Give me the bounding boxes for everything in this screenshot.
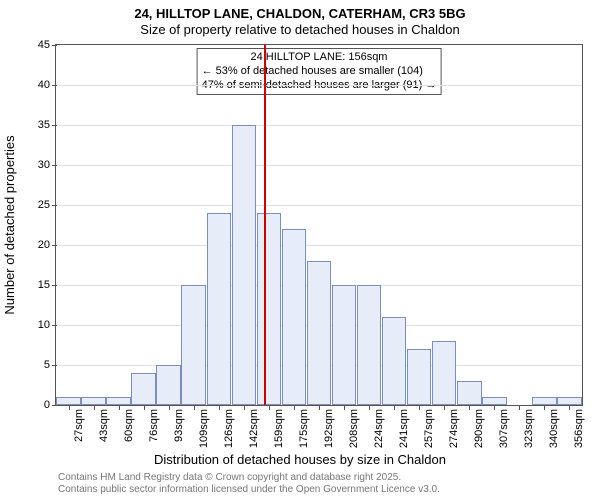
x-tick-label: 356sqm bbox=[573, 409, 585, 448]
histogram-bar bbox=[232, 125, 257, 405]
x-tick-label: 126sqm bbox=[223, 409, 235, 448]
x-tick-label: 76sqm bbox=[148, 409, 160, 442]
histogram-bar bbox=[557, 397, 582, 405]
gridline bbox=[56, 245, 582, 246]
x-tick-mark bbox=[344, 405, 345, 410]
x-tick-mark bbox=[469, 405, 470, 410]
x-tick-label: 43sqm bbox=[98, 409, 110, 442]
y-tick-label: 5 bbox=[44, 359, 56, 371]
gridline bbox=[56, 165, 582, 166]
annotation-line2: ← 53% of detached houses are smaller (10… bbox=[202, 65, 437, 79]
x-tick-mark bbox=[194, 405, 195, 410]
x-tick-mark bbox=[394, 405, 395, 410]
attribution: Contains HM Land Registry data © Crown c… bbox=[58, 472, 440, 496]
histogram-bar bbox=[257, 213, 282, 405]
y-axis-label: Number of detached properties bbox=[2, 135, 17, 314]
histogram-bar bbox=[357, 285, 382, 405]
property-marker-line bbox=[264, 45, 266, 405]
x-tick-mark bbox=[269, 405, 270, 410]
gridline bbox=[56, 205, 582, 206]
x-tick-mark bbox=[294, 405, 295, 410]
x-tick-mark bbox=[244, 405, 245, 410]
x-tick-mark bbox=[419, 405, 420, 410]
y-tick-label: 0 bbox=[44, 399, 56, 411]
histogram-bar bbox=[332, 285, 357, 405]
y-tick-label: 30 bbox=[38, 159, 56, 171]
y-tick-label: 35 bbox=[38, 119, 56, 131]
chart-container: 24, HILLTOP LANE, CHALDON, CATERHAM, CR3… bbox=[0, 0, 600, 500]
histogram-bar bbox=[482, 397, 507, 405]
annotation-line1: 24 HILLTOP LANE: 156sqm bbox=[202, 51, 437, 65]
chart-subtitle: Size of property relative to detached ho… bbox=[0, 22, 600, 38]
x-tick-mark bbox=[494, 405, 495, 410]
x-tick-mark bbox=[319, 405, 320, 410]
x-tick-label: 257sqm bbox=[423, 409, 435, 448]
x-tick-mark bbox=[519, 405, 520, 410]
gridline bbox=[56, 85, 582, 86]
histogram-bar bbox=[382, 317, 407, 405]
x-axis-label: Distribution of detached houses by size … bbox=[0, 452, 600, 467]
x-tick-mark bbox=[219, 405, 220, 410]
histogram-bar bbox=[282, 229, 307, 405]
histogram-bar bbox=[457, 381, 482, 405]
y-tick-label: 10 bbox=[38, 319, 56, 331]
y-tick-label: 15 bbox=[38, 279, 56, 291]
x-tick-mark bbox=[169, 405, 170, 410]
y-tick-label: 25 bbox=[38, 199, 56, 211]
histogram-bar bbox=[106, 397, 131, 405]
histogram-bar bbox=[81, 397, 106, 405]
x-tick-mark bbox=[69, 405, 70, 410]
x-tick-label: 340sqm bbox=[548, 409, 560, 448]
x-tick-label: 93sqm bbox=[173, 409, 185, 442]
histogram-bar bbox=[307, 261, 332, 405]
attribution-line2: Contains public sector information licen… bbox=[58, 484, 440, 496]
x-tick-mark bbox=[94, 405, 95, 410]
x-tick-label: 142sqm bbox=[248, 409, 260, 448]
histogram-bar bbox=[407, 349, 432, 405]
x-tick-mark bbox=[119, 405, 120, 410]
x-tick-label: 60sqm bbox=[123, 409, 135, 442]
histogram-bar bbox=[432, 341, 457, 405]
x-tick-label: 27sqm bbox=[73, 409, 85, 442]
x-tick-label: 208sqm bbox=[348, 409, 360, 448]
x-tick-label: 241sqm bbox=[398, 409, 410, 448]
histogram-bar bbox=[56, 397, 81, 405]
x-tick-label: 290sqm bbox=[473, 409, 485, 448]
x-tick-mark bbox=[569, 405, 570, 410]
x-tick-mark bbox=[544, 405, 545, 410]
x-tick-label: 224sqm bbox=[373, 409, 385, 448]
x-tick-mark bbox=[144, 405, 145, 410]
x-tick-label: 307sqm bbox=[498, 409, 510, 448]
histogram-bar bbox=[156, 365, 181, 405]
histogram-bar bbox=[131, 373, 156, 405]
gridline bbox=[56, 125, 582, 126]
histogram-bar bbox=[207, 213, 232, 405]
chart-title: 24, HILLTOP LANE, CHALDON, CATERHAM, CR3… bbox=[0, 0, 600, 22]
y-tick-label: 40 bbox=[38, 79, 56, 91]
annotation-box: 24 HILLTOP LANE: 156sqm ← 53% of detache… bbox=[197, 48, 442, 95]
x-tick-label: 274sqm bbox=[448, 409, 460, 448]
x-tick-label: 159sqm bbox=[273, 409, 285, 448]
x-tick-mark bbox=[369, 405, 370, 410]
y-tick-label: 45 bbox=[38, 39, 56, 51]
attribution-line1: Contains HM Land Registry data © Crown c… bbox=[58, 472, 440, 484]
histogram-bar bbox=[532, 397, 557, 405]
x-tick-label: 175sqm bbox=[298, 409, 310, 448]
x-tick-mark bbox=[444, 405, 445, 410]
x-tick-label: 323sqm bbox=[523, 409, 535, 448]
x-tick-label: 192sqm bbox=[323, 409, 335, 448]
y-tick-label: 20 bbox=[38, 239, 56, 251]
histogram-bar bbox=[181, 285, 206, 405]
x-tick-label: 109sqm bbox=[198, 409, 210, 448]
plot-area: 24 HILLTOP LANE: 156sqm ← 53% of detache… bbox=[55, 44, 583, 406]
